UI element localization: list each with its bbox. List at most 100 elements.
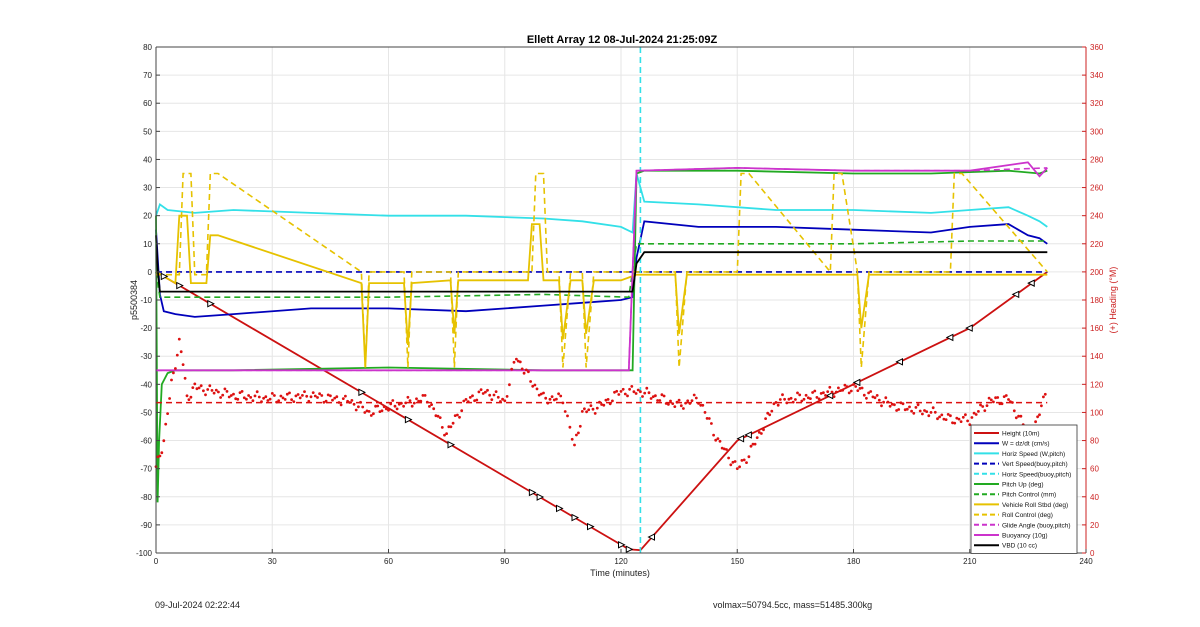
- heading-point: [718, 439, 722, 443]
- heading-point: [862, 393, 866, 397]
- heading-point: [559, 394, 563, 398]
- heading-point: [451, 421, 455, 425]
- heading-point: [288, 391, 291, 395]
- heading-point: [262, 396, 265, 400]
- heading-point: [185, 394, 189, 398]
- heading-point: [309, 395, 313, 399]
- heading-point: [630, 385, 634, 388]
- heading-point: [421, 394, 425, 397]
- heading-point: [177, 337, 181, 341]
- height-marker: [358, 388, 366, 397]
- heading-point: [735, 467, 739, 470]
- heading-point: [826, 390, 830, 393]
- y-tick-label-left: -90: [140, 521, 152, 530]
- heading-point: [925, 410, 929, 413]
- heading-point: [738, 465, 741, 469]
- heading-point: [193, 382, 197, 386]
- heading-point: [174, 367, 177, 370]
- heading-point: [298, 396, 302, 400]
- heading-point: [847, 391, 851, 395]
- heading-point: [623, 392, 627, 396]
- heading-point: [447, 425, 451, 429]
- height-marker: [528, 488, 537, 497]
- heading-point: [621, 387, 625, 391]
- heading-point: [503, 399, 507, 403]
- heading-point: [679, 404, 683, 408]
- legend-label-7: Vehicle Roll Stbd (deg): [1002, 502, 1068, 509]
- heading-point: [206, 388, 210, 391]
- heading-point: [953, 421, 957, 425]
- heading-point: [776, 403, 780, 407]
- heading-point: [217, 390, 220, 394]
- heading-point: [285, 392, 289, 396]
- heading-point: [460, 409, 464, 413]
- heading-point: [587, 408, 591, 412]
- heading-point: [172, 371, 175, 375]
- heading-point: [494, 390, 498, 393]
- y-tick-label-left: -60: [140, 437, 152, 446]
- heading-point: [524, 368, 528, 372]
- heading-point: [707, 417, 711, 420]
- chart-title: Ellett Array 12 08-Jul-2024 21:25:09Z: [527, 34, 718, 46]
- heading-point: [369, 414, 373, 417]
- heading-point: [488, 393, 492, 397]
- heading-point: [438, 416, 442, 419]
- heading-point: [974, 413, 978, 416]
- heading-point: [363, 411, 367, 414]
- heading-point: [1043, 392, 1047, 396]
- heading-point: [593, 412, 597, 415]
- heading-point: [617, 393, 621, 396]
- heading-point: [481, 392, 485, 395]
- y-tick-label-right: 80: [1090, 437, 1099, 446]
- heading-point: [583, 407, 586, 411]
- heading-point: [955, 416, 959, 420]
- heading-point: [796, 391, 799, 395]
- heading-point: [341, 397, 345, 400]
- legend-label-0: Height (10m): [1002, 431, 1040, 438]
- heading-point: [604, 398, 608, 402]
- heading-point: [443, 433, 446, 437]
- heading-point: [828, 385, 832, 389]
- heading-point: [382, 405, 386, 409]
- heading-point: [755, 436, 759, 439]
- heading-point: [944, 418, 948, 421]
- heading-point: [160, 451, 164, 455]
- series-line-9: [156, 167, 1048, 372]
- heading-point: [1017, 414, 1020, 418]
- height-marker: [447, 440, 456, 449]
- heading-point: [208, 384, 212, 388]
- heading-point: [490, 398, 494, 401]
- heading-point: [740, 459, 744, 462]
- heading-point: [331, 398, 334, 402]
- heading-point: [942, 417, 946, 421]
- heading-point: [1042, 395, 1045, 399]
- heading-point: [357, 405, 360, 409]
- legend-label-8: Roll Control (deg): [1002, 512, 1053, 519]
- heading-point: [856, 389, 860, 392]
- heading-point: [770, 409, 774, 413]
- heading-point: [187, 398, 191, 401]
- y-tick-label-right: 180: [1090, 296, 1104, 305]
- height-marker: [207, 299, 215, 308]
- y-tick-label-right: 200: [1090, 268, 1104, 277]
- heading-point: [175, 353, 179, 357]
- heading-point: [179, 350, 183, 354]
- y-tick-label-right: 120: [1090, 380, 1104, 389]
- heading-point: [632, 390, 636, 394]
- y-tick-label-left: 30: [143, 184, 152, 193]
- heading-point: [722, 447, 726, 451]
- heading-point: [440, 426, 444, 429]
- heading-point: [890, 402, 894, 406]
- legend-label-1: W = dz/dt (cm/s): [1002, 441, 1050, 448]
- heading-point: [996, 396, 1000, 399]
- heading-point: [860, 386, 864, 390]
- heading-point: [817, 397, 821, 401]
- heading-point: [166, 412, 170, 415]
- legend-box: [970, 424, 1078, 554]
- heading-point: [929, 411, 933, 414]
- heading-point: [468, 396, 472, 399]
- heading-point: [912, 411, 916, 415]
- heading-point: [981, 405, 985, 408]
- heading-point: [858, 387, 862, 390]
- heading-point: [716, 437, 720, 440]
